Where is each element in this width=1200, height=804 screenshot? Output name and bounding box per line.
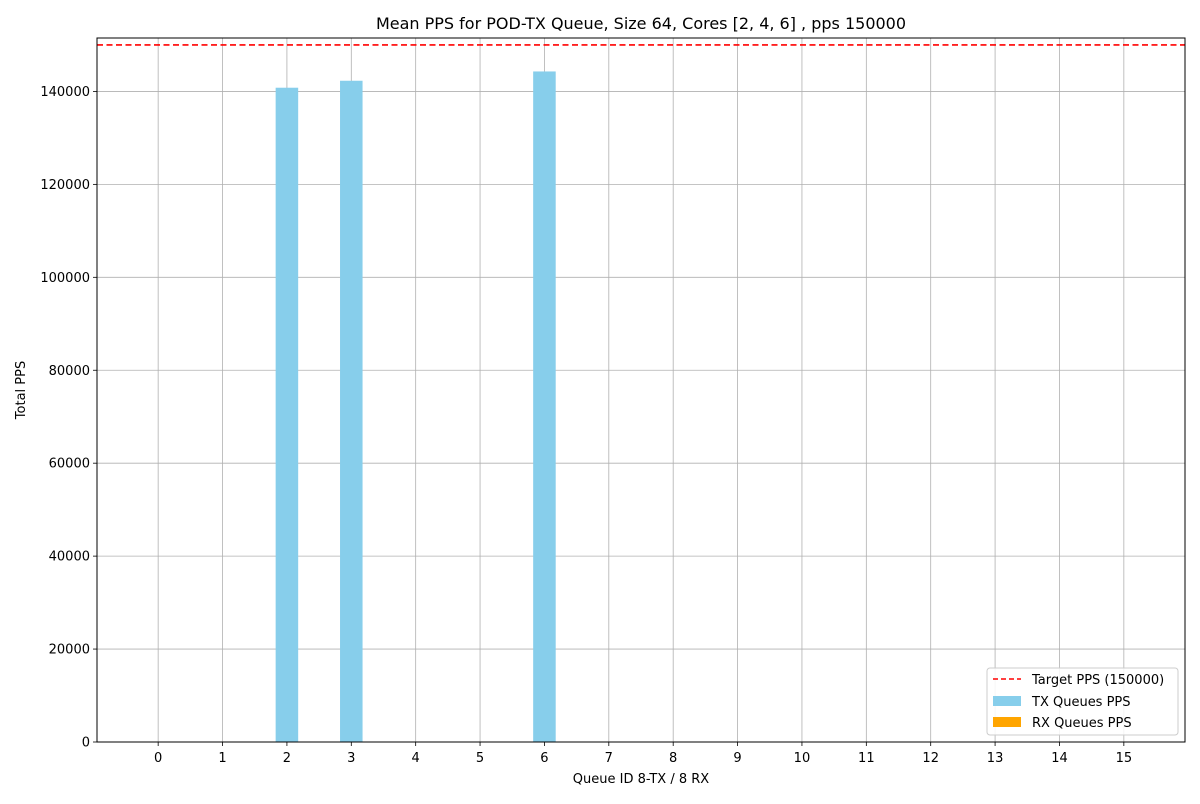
legend-rx-label: RX Queues PPS (1032, 716, 1132, 731)
x-tick-label: 10 (794, 751, 811, 766)
x-tick-label: 4 (412, 751, 420, 766)
x-tick-label: 3 (347, 751, 355, 766)
y-tick-label: 60000 (49, 457, 90, 472)
y-tick-label: 40000 (49, 550, 90, 565)
x-tick-label: 15 (1116, 751, 1133, 766)
x-tick-label: 2 (283, 751, 291, 766)
tx-bar (533, 71, 556, 743)
x-tick-label: 13 (987, 751, 1004, 766)
y-axis-ticks: 0 20000 40000 60000 80000 100000 120000 140000 (40, 85, 97, 751)
tx-bar (275, 87, 299, 743)
legend-tx-swatch (993, 696, 1021, 706)
tx-bar (340, 80, 363, 742)
y-tick-label: 120000 (40, 178, 90, 193)
legend-target-label: Target PPS (150000) (1031, 673, 1164, 688)
legend-tx-label: TX Queues PPS (1031, 695, 1131, 710)
y-axis-label: Total PPS (14, 361, 29, 420)
x-tick-label: 0 (154, 751, 162, 766)
chart-title: Mean PPS for POD-TX Queue, Size 64, Core… (376, 14, 906, 33)
x-tick-label: 5 (476, 751, 484, 766)
bars-layer (275, 71, 556, 743)
y-tick-label: 20000 (49, 643, 90, 658)
x-tick-label: 6 (540, 751, 548, 766)
x-tick-label: 8 (669, 751, 677, 766)
y-tick-label: 80000 (49, 364, 90, 379)
y-tick-label: 140000 (40, 85, 90, 100)
legend-box (986, 667, 1179, 736)
x-axis-ticks: 0 1 2 3 4 5 6 7 8 9 10 11 12 13 14 15 (154, 742, 1132, 766)
x-tick-label: 12 (922, 751, 939, 766)
x-tick-label: 14 (1051, 751, 1068, 766)
legend-rx-swatch (993, 717, 1021, 727)
grid-layer (97, 38, 1185, 743)
x-tick-label: 1 (218, 751, 226, 766)
y-tick-label: 0 (82, 736, 90, 751)
x-axis-label: Queue ID 8-TX / 8 RX (573, 772, 710, 787)
plot-frame (96, 37, 1186, 743)
x-tick-label: 7 (605, 751, 613, 766)
x-tick-label: 9 (733, 751, 741, 766)
y-tick-label: 100000 (40, 271, 90, 286)
legend: Target PPS (150000) TX Queues PPS RX Que… (986, 667, 1179, 736)
x-tick-label: 11 (858, 751, 875, 766)
